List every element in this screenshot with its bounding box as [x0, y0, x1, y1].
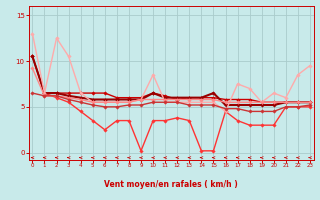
- X-axis label: Vent moyen/en rafales ( km/h ): Vent moyen/en rafales ( km/h ): [104, 180, 238, 189]
